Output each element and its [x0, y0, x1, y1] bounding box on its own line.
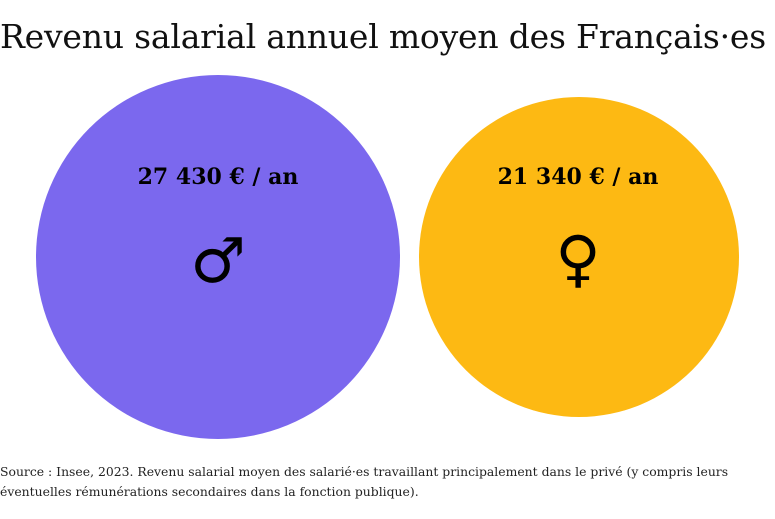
bubble-male: 27 430 € / an ♂ — [36, 75, 400, 439]
chart-title: Revenu salarial annuel moyen des Françai… — [0, 17, 766, 56]
female-symbol-icon: ♀ — [555, 222, 600, 295]
bubble-male-circle — [36, 75, 400, 439]
bubble-female-value: 21 340 € / an — [498, 164, 659, 190]
bubble-female-circle — [419, 97, 739, 417]
bubble-female: 21 340 € / an ♀ — [419, 97, 739, 417]
source-note: Source : Insee, 2023. Revenu salarial mo… — [0, 464, 729, 499]
bubble-male-value: 27 430 € / an — [138, 164, 299, 190]
male-symbol-icon: ♂ — [190, 224, 246, 297]
